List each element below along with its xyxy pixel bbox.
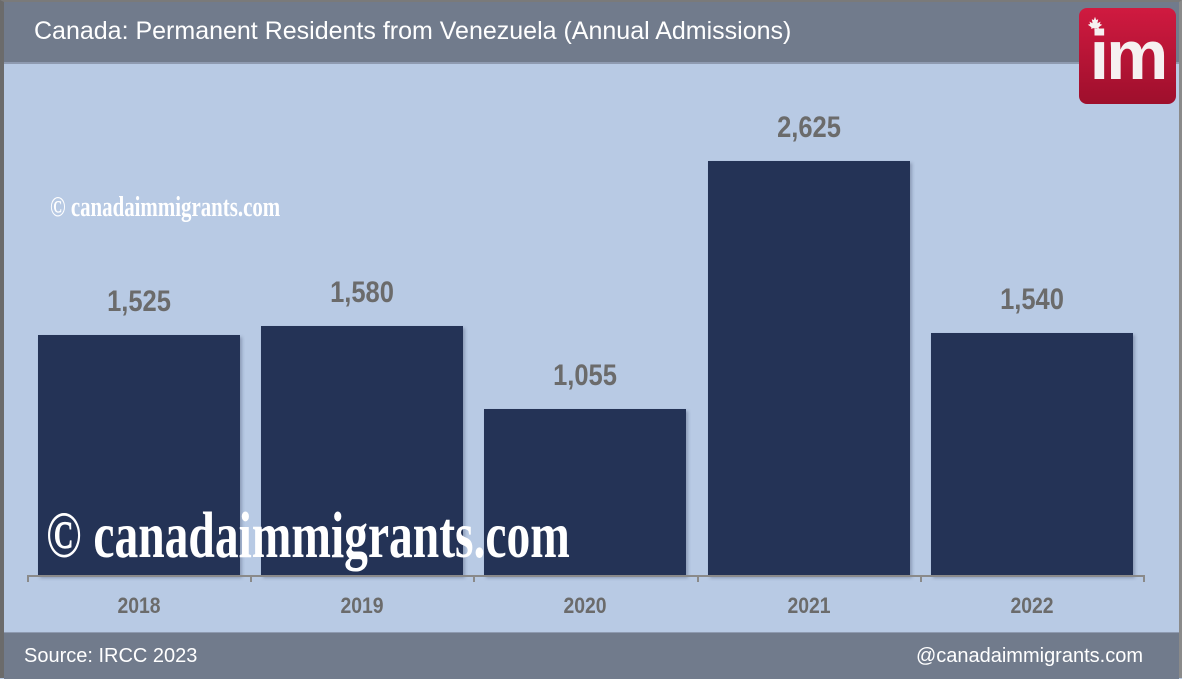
x-axis-tick bbox=[920, 575, 922, 582]
bar-2022 bbox=[931, 333, 1133, 576]
x-axis-tick bbox=[27, 575, 29, 582]
watermark-small: © canadaimmigrants.com bbox=[50, 191, 281, 223]
value-label-2022: 1,540 bbox=[1000, 283, 1064, 316]
value-label-2019: 1,580 bbox=[330, 276, 394, 309]
x-axis-tick bbox=[1143, 575, 1145, 582]
category-label-2018: 2018 bbox=[117, 593, 161, 618]
bar-2020 bbox=[484, 409, 686, 576]
bar-2019 bbox=[261, 326, 463, 576]
social-handle: @canadaimmigrants.com bbox=[915, 645, 1143, 667]
x-axis-tick bbox=[697, 575, 699, 582]
watermark-large: © canadaimmigrants.com bbox=[46, 499, 570, 572]
category-label-2022: 2022 bbox=[1010, 593, 1054, 618]
x-axis-tick bbox=[250, 575, 252, 582]
source-text: Source: IRCC 2023 bbox=[24, 645, 198, 667]
bar-2018 bbox=[38, 335, 240, 576]
value-label-2021: 2,625 bbox=[777, 111, 841, 144]
brand-logo: im bbox=[1079, 8, 1176, 104]
logo-text: im bbox=[1089, 16, 1169, 94]
category-label-2020: 2020 bbox=[563, 593, 607, 618]
value-label-2020: 1,055 bbox=[553, 359, 617, 392]
chart-title: Canada: Permanent Residents from Venezue… bbox=[34, 17, 792, 45]
x-axis-line bbox=[27, 575, 1143, 577]
category-label-2021: 2021 bbox=[787, 593, 831, 618]
category-label-2019: 2019 bbox=[340, 593, 384, 618]
maple-leaf-icon bbox=[1087, 16, 1103, 32]
value-label-2018: 1,525 bbox=[107, 285, 171, 318]
chart-header: Canada: Permanent Residents from Venezue… bbox=[4, 2, 1179, 64]
chart-footer: Source: IRCC 2023 @canadaimmigrants.com bbox=[4, 632, 1179, 679]
x-axis-tick bbox=[473, 575, 475, 582]
bar-2021 bbox=[708, 161, 910, 576]
